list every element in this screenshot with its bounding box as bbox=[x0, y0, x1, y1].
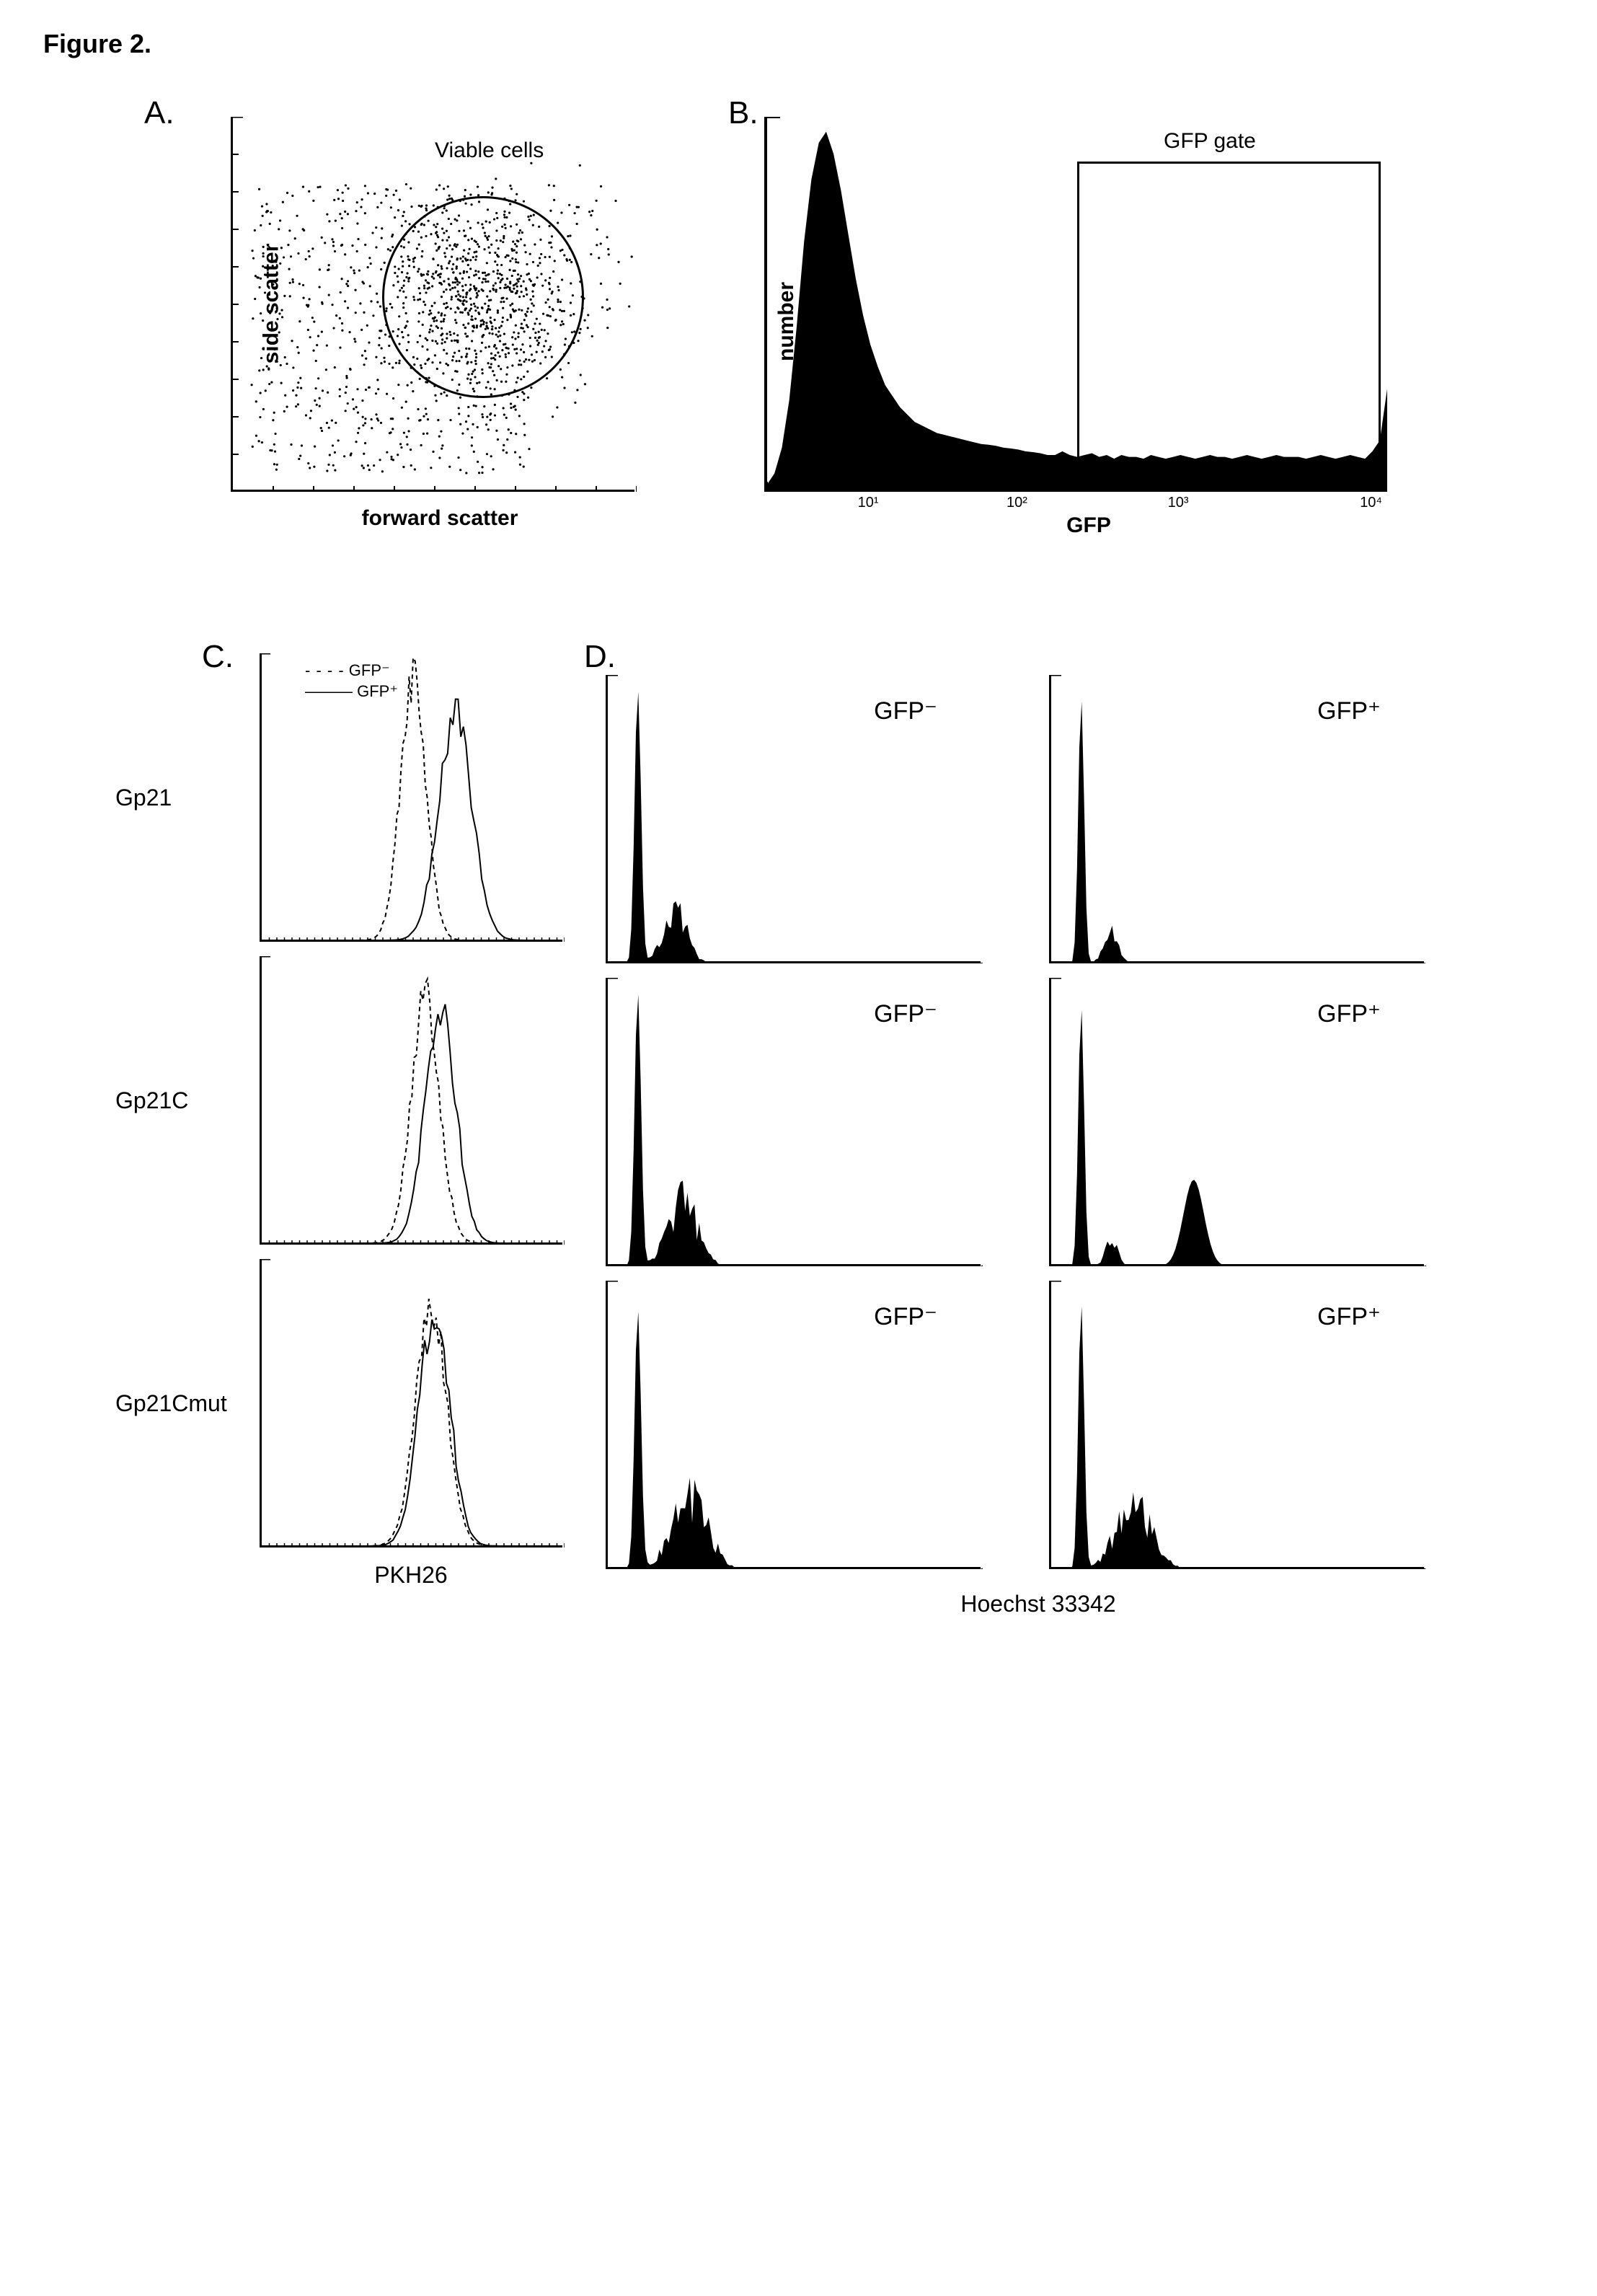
panel-b-label: B. bbox=[728, 95, 758, 131]
panel-b-gate-box bbox=[1077, 162, 1381, 484]
figure-title: Figure 2. bbox=[43, 29, 1554, 59]
histogram-plot-b: number GFP gate 10¹10²10³10⁴ bbox=[764, 117, 1384, 492]
panel-b-tick-label: 10¹ bbox=[858, 495, 879, 511]
panel-d-plot-label: GFP⁻ bbox=[874, 697, 937, 725]
panel-d: D. GFP⁻GFP⁺GFP⁻GFP⁺GFP⁻GFP⁺Hoechst 33342 bbox=[606, 653, 1471, 1617]
bottom-row: C. Gp21- - - - GFP⁻——— GFP⁺Gp21CGp21Cmut… bbox=[115, 653, 1554, 1617]
panel-b-tick-label: 10² bbox=[1007, 495, 1027, 511]
panel-c-row-label: Gp21 bbox=[115, 785, 260, 811]
panel-b-xlabel: GFP bbox=[764, 513, 1413, 538]
panel-c-row-label: Gp21C bbox=[115, 1087, 260, 1114]
top-row: A. side scatter Viable cells forward sca… bbox=[187, 102, 1554, 538]
panel-d-xlabel: Hoechst 33342 bbox=[606, 1591, 1471, 1617]
panel-b-tick-label: 10⁴ bbox=[1360, 495, 1382, 511]
panel-c-row: Gp21 - - - - GFP⁻——— GFP⁺ bbox=[115, 653, 562, 942]
panel-c-row: Gp21Cmut bbox=[115, 1259, 562, 1547]
panel-d-plot-label: GFP⁻ bbox=[874, 999, 937, 1028]
panel-c-svg bbox=[262, 956, 565, 1245]
panel-d-plot: GFP⁺ bbox=[1049, 675, 1424, 963]
panel-d-label: D. bbox=[584, 639, 616, 675]
panel-c-row: Gp21C bbox=[115, 956, 562, 1245]
panel-c-plot bbox=[260, 1259, 562, 1547]
panel-c-label: C. bbox=[202, 639, 234, 675]
panel-c-xlabel: PKH26 bbox=[260, 1562, 562, 1589]
panel-c-plot bbox=[260, 956, 562, 1245]
panel-c-row-label: Gp21Cmut bbox=[115, 1390, 260, 1417]
panel-d-plot-label: GFP⁻ bbox=[874, 1302, 937, 1331]
panel-b-tick-label: 10³ bbox=[1168, 495, 1189, 511]
panel-c-svg bbox=[262, 1259, 565, 1547]
panel-a-gate bbox=[382, 196, 584, 398]
panel-a: A. side scatter Viable cells forward sca… bbox=[187, 102, 649, 538]
panel-d-plot-label: GFP⁺ bbox=[1317, 697, 1381, 725]
panel-b-gate-label: GFP gate bbox=[1164, 129, 1256, 154]
panel-d-plot: GFP⁻ bbox=[606, 675, 981, 963]
panel-d-plot: GFP⁺ bbox=[1049, 978, 1424, 1266]
panel-d-plot-label: GFP⁺ bbox=[1317, 999, 1381, 1028]
panel-d-plot-label: GFP⁺ bbox=[1317, 1302, 1381, 1331]
panel-d-plot: GFP⁻ bbox=[606, 978, 981, 1266]
panel-c-plot: - - - - GFP⁻——— GFP⁺ bbox=[260, 653, 562, 942]
panel-c: C. Gp21- - - - GFP⁻——— GFP⁺Gp21CGp21Cmut… bbox=[115, 653, 562, 1617]
panel-d-plot: GFP⁻ bbox=[606, 1281, 981, 1569]
panel-a-label: A. bbox=[144, 95, 174, 131]
panel-c-legend: - - - - GFP⁻——— GFP⁺ bbox=[305, 661, 398, 702]
panel-b: B. number GFP gate 10¹10²10³10⁴ GFP bbox=[764, 102, 1413, 538]
panel-d-plot: GFP⁺ bbox=[1049, 1281, 1424, 1569]
scatter-plot-a: side scatter Viable cells bbox=[231, 117, 634, 492]
panel-a-xlabel: forward scatter bbox=[231, 506, 649, 531]
